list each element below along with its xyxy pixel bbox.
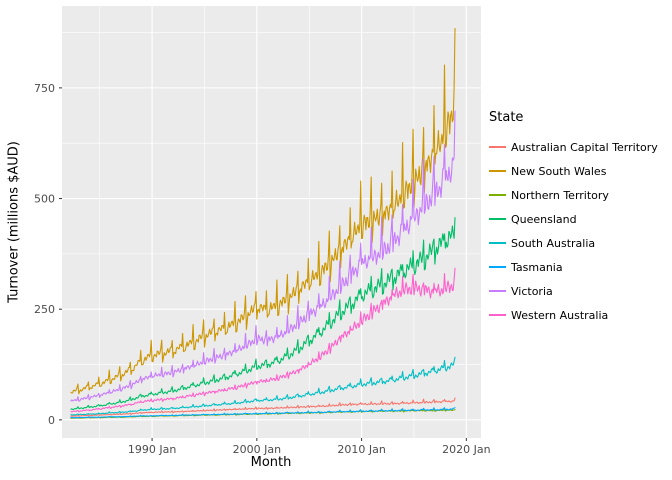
legend-key-line-icon	[489, 139, 506, 156]
legend-label: Tasmania	[511, 260, 563, 274]
legend-line-swatch	[489, 170, 506, 172]
legend-item-northern-territory: Northern Territory	[489, 183, 671, 207]
legend-item-tasmania: Tasmania	[489, 255, 671, 279]
legend-label: Western Australia	[511, 308, 609, 322]
legend-title: State	[489, 110, 524, 125]
legend-key-line-icon	[489, 211, 506, 228]
legend-line-swatch	[489, 218, 506, 220]
legend-label: Australian Capital Territory	[511, 140, 658, 154]
legend-label: Queensland	[511, 212, 577, 226]
legend-key-line-icon	[489, 283, 506, 300]
x-tick-label: 2000 Jan	[233, 443, 281, 456]
legend-key-line-icon	[489, 187, 506, 204]
series-line-australian-capital-territory	[70, 397, 456, 417]
y-axis-label: Turnover (millions $AUD)	[6, 141, 22, 303]
legend-item-australian-capital-territory: Australian Capital Territory	[489, 135, 671, 159]
legend-item-new-south-wales: New South Wales	[489, 159, 671, 183]
legend-label: Victoria	[511, 284, 553, 298]
legend-key-line-icon	[489, 307, 506, 324]
series-line-western-australia	[70, 267, 456, 413]
legend-item-south-australia: South Australia	[489, 231, 671, 255]
y-tick-label: 250	[34, 303, 55, 316]
legend-line-swatch	[489, 194, 506, 196]
series-line-queensland	[70, 217, 456, 411]
legend-items: Australian Capital Territory New South Wa…	[489, 135, 671, 327]
y-tick-label: 0	[48, 414, 55, 427]
legend-line-swatch	[489, 146, 506, 148]
legend-line-swatch	[489, 290, 506, 292]
x-tick-label: 1990 Jan	[128, 443, 176, 456]
legend-key-line-icon	[489, 163, 506, 180]
legend-label: South Australia	[511, 236, 596, 250]
legend-label: New South Wales	[511, 164, 607, 178]
legend-item-queensland: Queensland	[489, 207, 671, 231]
legend: State Australian Capital Territory New So…	[489, 110, 671, 327]
legend-line-swatch	[489, 314, 506, 316]
x-tick-label: 2020 Jan	[442, 443, 490, 456]
series-line-south-australia	[70, 356, 456, 416]
legend-item-victoria: Victoria	[489, 279, 671, 303]
plot-panel	[62, 6, 481, 438]
x-axis-label: Month	[250, 455, 292, 470]
legend-label: Northern Territory	[511, 188, 609, 202]
legend-key-line-icon	[489, 235, 506, 252]
y-tick-label: 500	[34, 193, 55, 206]
legend-item-western-australia: Western Australia	[489, 303, 671, 327]
legend-line-swatch	[489, 266, 506, 268]
legend-line-swatch	[489, 242, 506, 244]
legend-key-line-icon	[489, 259, 506, 276]
y-tick-label: 750	[34, 82, 55, 95]
series-line-new-south-wales	[70, 28, 456, 395]
series-line-victoria	[70, 110, 456, 402]
series-line-tasmania	[70, 407, 456, 419]
x-tick-label: 2010 Jan	[337, 443, 385, 456]
